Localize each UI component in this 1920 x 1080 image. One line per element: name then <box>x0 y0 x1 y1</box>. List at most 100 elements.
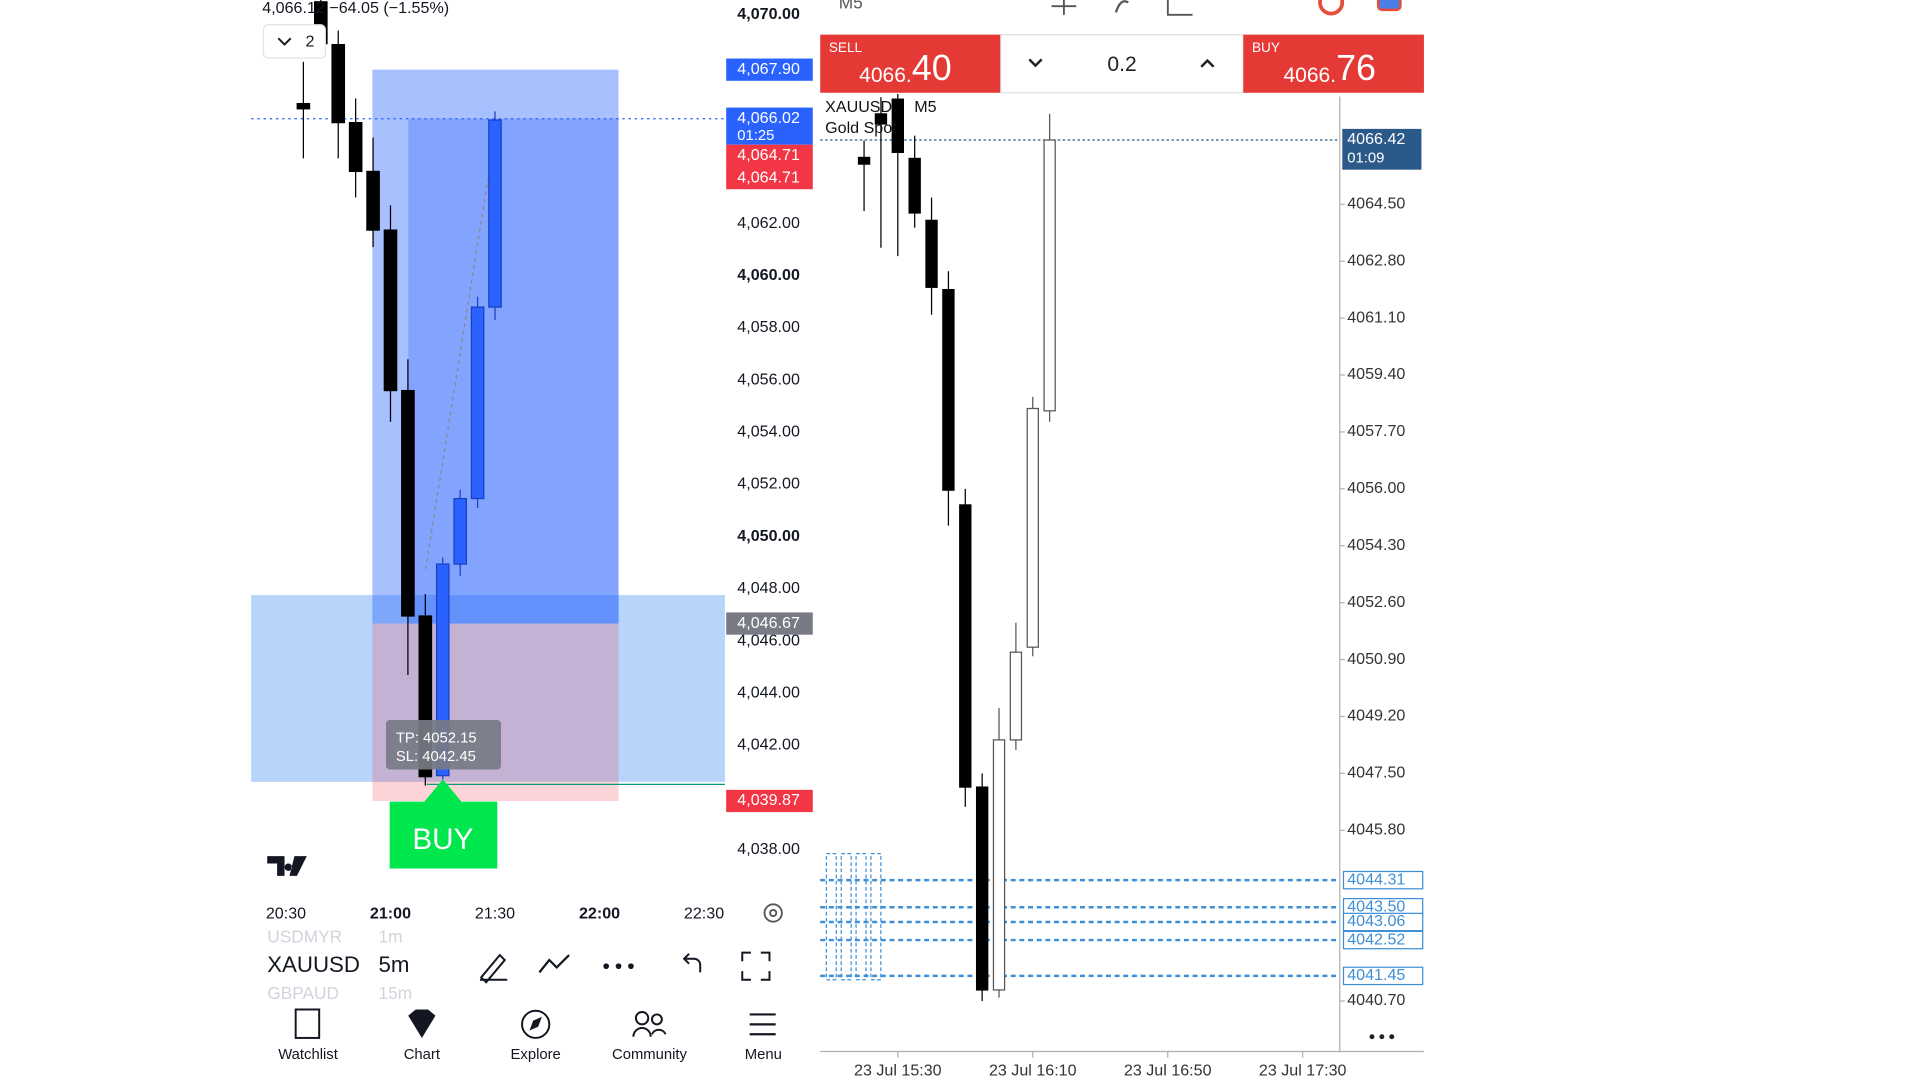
sl-text: SL: 4042.45 <box>396 749 476 765</box>
candle-body <box>857 156 871 165</box>
more-icon[interactable] <box>603 963 634 970</box>
buy-button[interactable] <box>1243 34 1424 93</box>
price-label: 4,064.71 <box>737 168 800 186</box>
y-tick-label: 4,060.00 <box>737 266 800 284</box>
x-tick-label: 23 Jul 16:10 <box>989 1062 1077 1080</box>
interval-count: 2 <box>306 32 315 50</box>
chevron <box>277 37 292 46</box>
y-tick-label: 4061.10 <box>1347 308 1405 326</box>
symbol[interactable]: XAUUSD <box>267 952 360 977</box>
y-tick-label: 4052.60 <box>1347 593 1405 611</box>
tp-text: TP: 4052.15 <box>396 730 477 746</box>
y-tick-label: 4,050.00 <box>737 527 800 545</box>
candle-body <box>874 113 888 125</box>
app-icon[interactable] <box>1376 0 1402 12</box>
interval: 15m <box>379 983 413 1003</box>
order-label-box <box>1342 870 1424 890</box>
order-label: 4044.31 <box>1347 870 1405 888</box>
buy-label: BUY <box>1252 40 1280 55</box>
tp-sl-tooltip <box>385 720 502 770</box>
price-label: 4,064.71 <box>737 146 800 164</box>
y-tick-label: 4057.70 <box>1347 422 1405 440</box>
watchlist-icon[interactable] <box>294 1008 321 1039</box>
y-tick-label: 4047.50 <box>1347 764 1405 782</box>
app-icon[interactable] <box>1318 0 1345 16</box>
crosshair-icon[interactable] <box>1051 0 1077 15</box>
bid-label: 4066.42 <box>1347 130 1405 148</box>
y-tick-label: 4,042.00 <box>737 736 800 754</box>
increase-lot[interactable] <box>1200 58 1215 68</box>
x-tick-label: 22:30 <box>684 904 724 922</box>
x-tick-label: 23 Jul 17:30 <box>1259 1062 1347 1080</box>
sell-price-big: 40 <box>912 48 952 88</box>
candle-body <box>331 43 346 124</box>
interval-dropdown[interactable] <box>262 24 326 59</box>
objects-icon[interactable] <box>1166 0 1193 16</box>
bid-countdown: 01:09 <box>1347 150 1384 166</box>
price-label-box <box>726 58 813 81</box>
candle-body <box>1026 407 1039 648</box>
right-chart-layer: 4064.50 4062.80 4061.10 4059.40 4057.70 4056.… <box>820 93 1405 1080</box>
y-tick-label: 4040.70 <box>1347 991 1405 1009</box>
y-tick-label: 4056.00 <box>1347 479 1405 497</box>
interval[interactable]: 5m <box>379 952 410 977</box>
more-icon[interactable] <box>1369 1034 1395 1040</box>
indicator-icon[interactable] <box>538 954 570 974</box>
x-tick-label: 23 Jul 16:50 <box>1124 1062 1212 1080</box>
menu-icon[interactable] <box>749 1013 776 1036</box>
sell-price-main: 4066. <box>859 64 912 87</box>
chart-icon[interactable] <box>408 1009 436 1038</box>
buy-price-big: 76 <box>1336 48 1376 88</box>
undo-icon[interactable] <box>682 953 702 973</box>
y-tick-label: 4,046.00 <box>737 631 800 649</box>
nav-label[interactable]: Chart <box>404 1047 441 1063</box>
candle-body <box>908 157 921 214</box>
explore-icon[interactable] <box>521 1009 551 1039</box>
x-tick-label: 21:30 <box>475 904 515 922</box>
countdown: 01:25 <box>737 128 774 144</box>
y-tick-label: 4,054.00 <box>737 423 800 441</box>
function-icon[interactable] <box>1114 0 1129 13</box>
nav-label[interactable]: Watchlist <box>278 1047 338 1063</box>
trend-line <box>424 135 496 570</box>
nav-label[interactable]: Community <box>612 1047 688 1063</box>
profit-fill <box>408 118 619 624</box>
nav-label[interactable]: Explore <box>511 1047 561 1063</box>
decrease-lot[interactable] <box>1028 58 1043 68</box>
candle-body <box>453 497 467 565</box>
y-tick-label: 4064.50 <box>1347 195 1405 213</box>
timeframe: M5 <box>839 0 863 12</box>
buy-price-main: 4066. <box>1283 64 1336 87</box>
price-label: 4,066.02 <box>737 109 800 127</box>
community-icon <box>650 1013 663 1026</box>
community-icon[interactable] <box>634 1010 650 1026</box>
x-tick-label: 23 Jul 15:30 <box>854 1062 942 1080</box>
order-label-box <box>1342 912 1424 932</box>
lot[interactable]: 0.2 <box>1107 53 1136 76</box>
price-label: 4,046.67 <box>737 614 800 632</box>
settings-icon[interactable] <box>763 903 783 923</box>
order-label: 4041.45 <box>1347 966 1405 984</box>
candle-body <box>383 229 398 392</box>
draw-icon[interactable] <box>479 953 508 984</box>
nav-label[interactable]: Menu <box>745 1047 782 1063</box>
candle-body <box>925 219 938 288</box>
fullscreen-icon[interactable] <box>741 951 771 981</box>
symbol: XAUUSD <box>825 98 892 116</box>
interval: 1m <box>379 926 403 946</box>
y-tick-label: 4,052.00 <box>737 475 800 493</box>
explore-needle <box>529 1016 542 1031</box>
buy-marker <box>389 779 498 869</box>
y-tick-label: 4,058.00 <box>737 318 800 336</box>
candle-body <box>891 98 904 154</box>
y-tick-label: 4,070.00 <box>737 5 800 23</box>
sell-button[interactable] <box>820 34 1001 93</box>
left-chart-layer: TP: 4052.15 SL: 4042.45 BUY 4,070.00 4,062.0… <box>251 0 800 922</box>
y-tick-label: 4,048.00 <box>737 579 800 597</box>
x-tick-label: 21:00 <box>370 904 411 922</box>
sell-label: SELL <box>829 40 863 55</box>
